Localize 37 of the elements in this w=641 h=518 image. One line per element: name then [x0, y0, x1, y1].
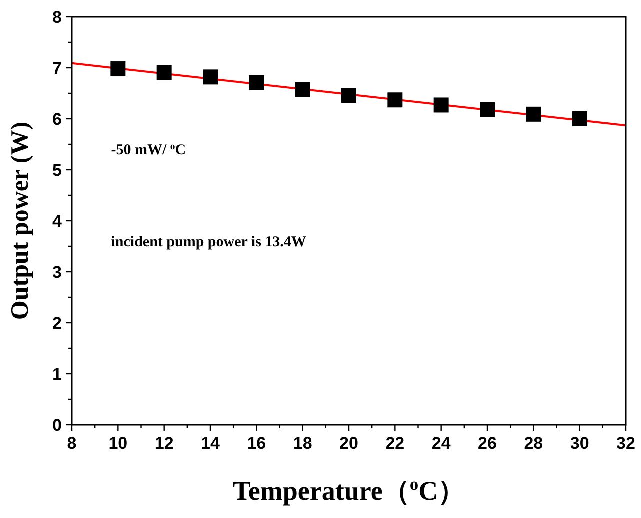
x-tick-label: 12 — [154, 434, 174, 453]
x-tick-label: 14 — [201, 434, 220, 453]
annotation: -50 mW/ $^{o}$C — [111, 141, 186, 159]
point — [295, 82, 310, 98]
point — [434, 98, 449, 113]
point — [526, 106, 542, 122]
point — [156, 65, 172, 80]
annotation: incident pump power is 13.4W — [111, 234, 306, 250]
x-tick-label: 22 — [386, 434, 405, 453]
x-tick-label: 28 — [524, 434, 544, 453]
y-tick-label: 0 — [52, 416, 62, 435]
point — [480, 102, 495, 118]
y-tick-label: 8 — [52, 8, 62, 27]
x-tick-label: 20 — [340, 434, 358, 453]
y-axis-title: Output power (W) — [7, 122, 34, 320]
y-tick-label: 1 — [52, 365, 62, 384]
y-tick-label: 2 — [52, 314, 62, 333]
y-tick-label: 7 — [52, 59, 62, 78]
point — [388, 92, 403, 108]
point — [110, 62, 126, 77]
x-tick-label: 32 — [616, 434, 636, 453]
x-tick-label: 26 — [478, 434, 497, 453]
point — [249, 75, 264, 90]
x-tick-label: 10 — [108, 434, 128, 453]
y-tick-label: 5 — [52, 161, 62, 180]
point — [342, 88, 356, 104]
y-tick-label: 6 — [52, 110, 62, 129]
x-axis-title: Temperature（$^{o}$C） — [232, 474, 466, 506]
y-tick-label: 3 — [52, 263, 62, 282]
y-tick-label: 4 — [52, 212, 63, 231]
point — [203, 70, 218, 85]
x-tick-label: 8 — [67, 434, 77, 453]
x-tick-label: 16 — [247, 434, 266, 453]
x-tick-label: 24 — [432, 434, 452, 453]
x-tick-label: 30 — [570, 434, 590, 453]
point — [572, 112, 588, 126]
x-tick-label: 18 — [293, 434, 312, 453]
